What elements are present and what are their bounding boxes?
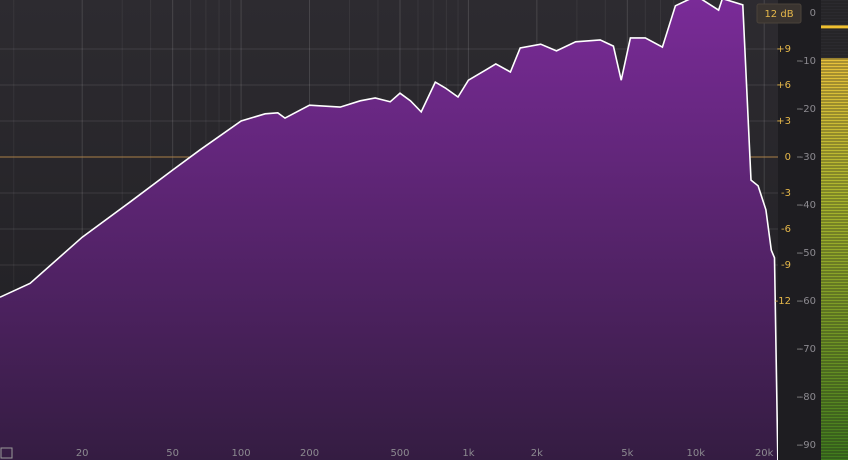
y-tick-label: -70 <box>800 344 816 355</box>
y2-tick-label: +9 <box>776 44 791 55</box>
y2-tick-label: 0 <box>785 152 791 163</box>
y-tick-label: -50 <box>800 248 816 259</box>
x-tick-label: 10k <box>687 448 706 459</box>
y-tick-label: 0 <box>810 8 816 19</box>
range-button[interactable] <box>756 3 802 24</box>
y-tick-label: -60 <box>800 296 816 307</box>
x-tick-label: 20k <box>755 448 774 459</box>
x-tick-label: 200 <box>300 448 319 459</box>
x-tick-label: 500 <box>390 448 409 459</box>
y-tick-label: -40 <box>800 200 816 211</box>
y2-tick-label: -3 <box>781 188 791 199</box>
x-tick-label: 1k <box>462 448 474 459</box>
x-tick-label: 2k <box>531 448 543 459</box>
range-button-label[interactable]: 12 dB <box>764 9 793 20</box>
meter-peak <box>821 25 848 29</box>
y-tick-label: -80 <box>800 392 816 403</box>
x-tick-label: 100 <box>232 448 251 459</box>
y-tick-label: -20 <box>800 104 816 115</box>
meter-level <box>821 58 848 460</box>
y2-tick-label: -9 <box>781 260 791 271</box>
piano-icon[interactable] <box>0 447 13 459</box>
y2-tick-label: -12 <box>775 296 791 307</box>
spectrum-area <box>0 0 778 460</box>
y2-tick-label: +6 <box>776 80 791 91</box>
y-tick-label: -90 <box>800 440 816 451</box>
x-tick-label: 20 <box>76 448 89 459</box>
spectrum-line <box>0 0 778 460</box>
x-tick-label: 50 <box>166 448 179 459</box>
y-tick-label: -30 <box>800 152 816 163</box>
y-tick-label: -10 <box>800 56 816 67</box>
y2-tick-label: +3 <box>776 116 791 127</box>
x-tick-label: 5k <box>621 448 633 459</box>
y2-tick-label: -6 <box>781 224 791 235</box>
